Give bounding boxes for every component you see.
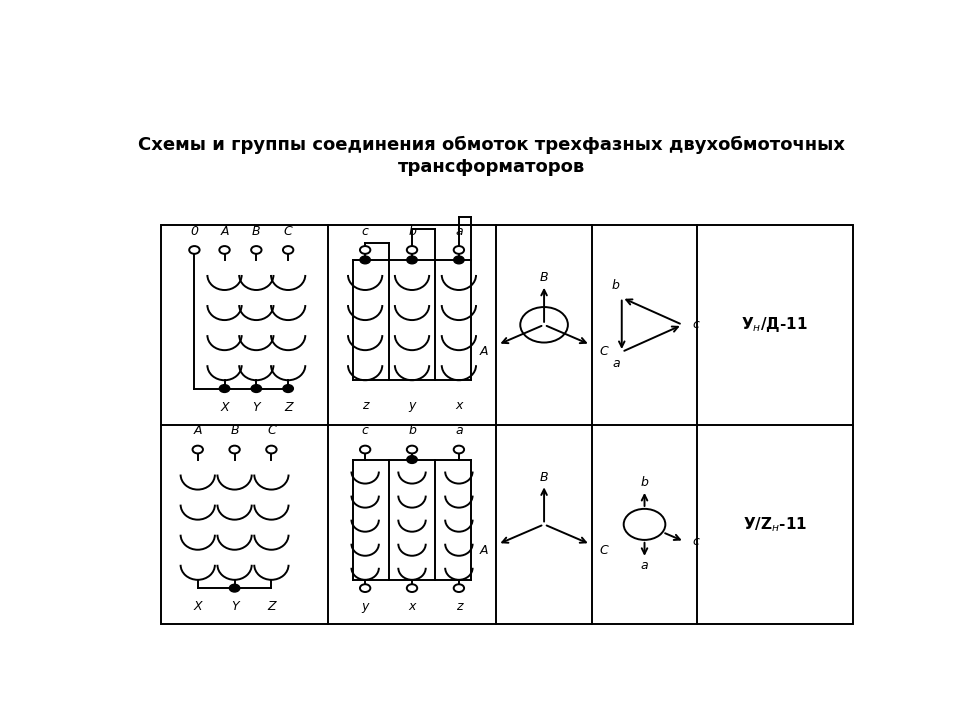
Circle shape bbox=[229, 584, 240, 592]
Circle shape bbox=[283, 246, 294, 254]
Text: 0: 0 bbox=[190, 225, 199, 238]
Text: x: x bbox=[455, 399, 463, 412]
Text: B: B bbox=[540, 271, 548, 284]
Text: B: B bbox=[230, 424, 239, 437]
Text: z: z bbox=[362, 399, 369, 412]
Text: Схемы и группы соединения обмоток трехфазных двухобмоточных: Схемы и группы соединения обмоток трехфа… bbox=[138, 135, 846, 153]
Circle shape bbox=[454, 246, 464, 254]
Text: Z: Z bbox=[284, 401, 293, 414]
Circle shape bbox=[219, 384, 229, 392]
Text: c: c bbox=[362, 424, 369, 437]
Circle shape bbox=[360, 446, 371, 454]
Text: Z: Z bbox=[267, 600, 276, 613]
Text: C: C bbox=[599, 544, 609, 557]
Text: трансформаторов: трансформаторов bbox=[398, 158, 586, 176]
Circle shape bbox=[454, 256, 464, 264]
Text: A: A bbox=[480, 345, 489, 358]
Text: B: B bbox=[252, 225, 261, 238]
Text: b: b bbox=[640, 477, 648, 490]
Text: X: X bbox=[193, 600, 202, 613]
Text: z: z bbox=[456, 600, 462, 613]
Circle shape bbox=[407, 584, 418, 592]
Text: B: B bbox=[540, 471, 548, 484]
Circle shape bbox=[193, 446, 203, 454]
Circle shape bbox=[360, 256, 371, 264]
Text: y: y bbox=[362, 600, 369, 613]
Text: b: b bbox=[408, 424, 416, 437]
Circle shape bbox=[407, 246, 418, 254]
Circle shape bbox=[252, 246, 261, 254]
Circle shape bbox=[407, 446, 418, 454]
Text: C: C bbox=[267, 424, 276, 437]
Text: У/Z$_н$-11: У/Z$_н$-11 bbox=[742, 515, 807, 534]
Text: Y: Y bbox=[252, 401, 260, 414]
Text: У$_н$/Д-11: У$_н$/Д-11 bbox=[741, 315, 808, 334]
Text: a: a bbox=[612, 357, 619, 371]
Circle shape bbox=[266, 446, 276, 454]
Text: b: b bbox=[408, 225, 416, 238]
Circle shape bbox=[283, 384, 294, 392]
Circle shape bbox=[360, 246, 371, 254]
Text: y: y bbox=[408, 399, 416, 412]
Text: C: C bbox=[284, 225, 293, 238]
Circle shape bbox=[454, 446, 464, 454]
Circle shape bbox=[189, 246, 200, 254]
Circle shape bbox=[229, 446, 240, 454]
Text: Y: Y bbox=[230, 600, 238, 613]
Text: A: A bbox=[194, 424, 202, 437]
Text: a: a bbox=[455, 424, 463, 437]
Circle shape bbox=[407, 456, 418, 464]
Circle shape bbox=[252, 384, 261, 392]
Text: c: c bbox=[692, 535, 699, 548]
Text: c: c bbox=[362, 225, 369, 238]
Text: a: a bbox=[640, 559, 648, 572]
Text: a: a bbox=[455, 225, 463, 238]
Circle shape bbox=[219, 246, 229, 254]
Text: A: A bbox=[220, 225, 228, 238]
Circle shape bbox=[454, 584, 464, 592]
Text: b: b bbox=[612, 279, 620, 292]
Text: x: x bbox=[408, 600, 416, 613]
Circle shape bbox=[360, 584, 371, 592]
Text: A: A bbox=[480, 544, 489, 557]
Text: C: C bbox=[599, 345, 609, 358]
Circle shape bbox=[407, 256, 418, 264]
Text: X: X bbox=[220, 401, 228, 414]
Text: c: c bbox=[693, 318, 700, 331]
